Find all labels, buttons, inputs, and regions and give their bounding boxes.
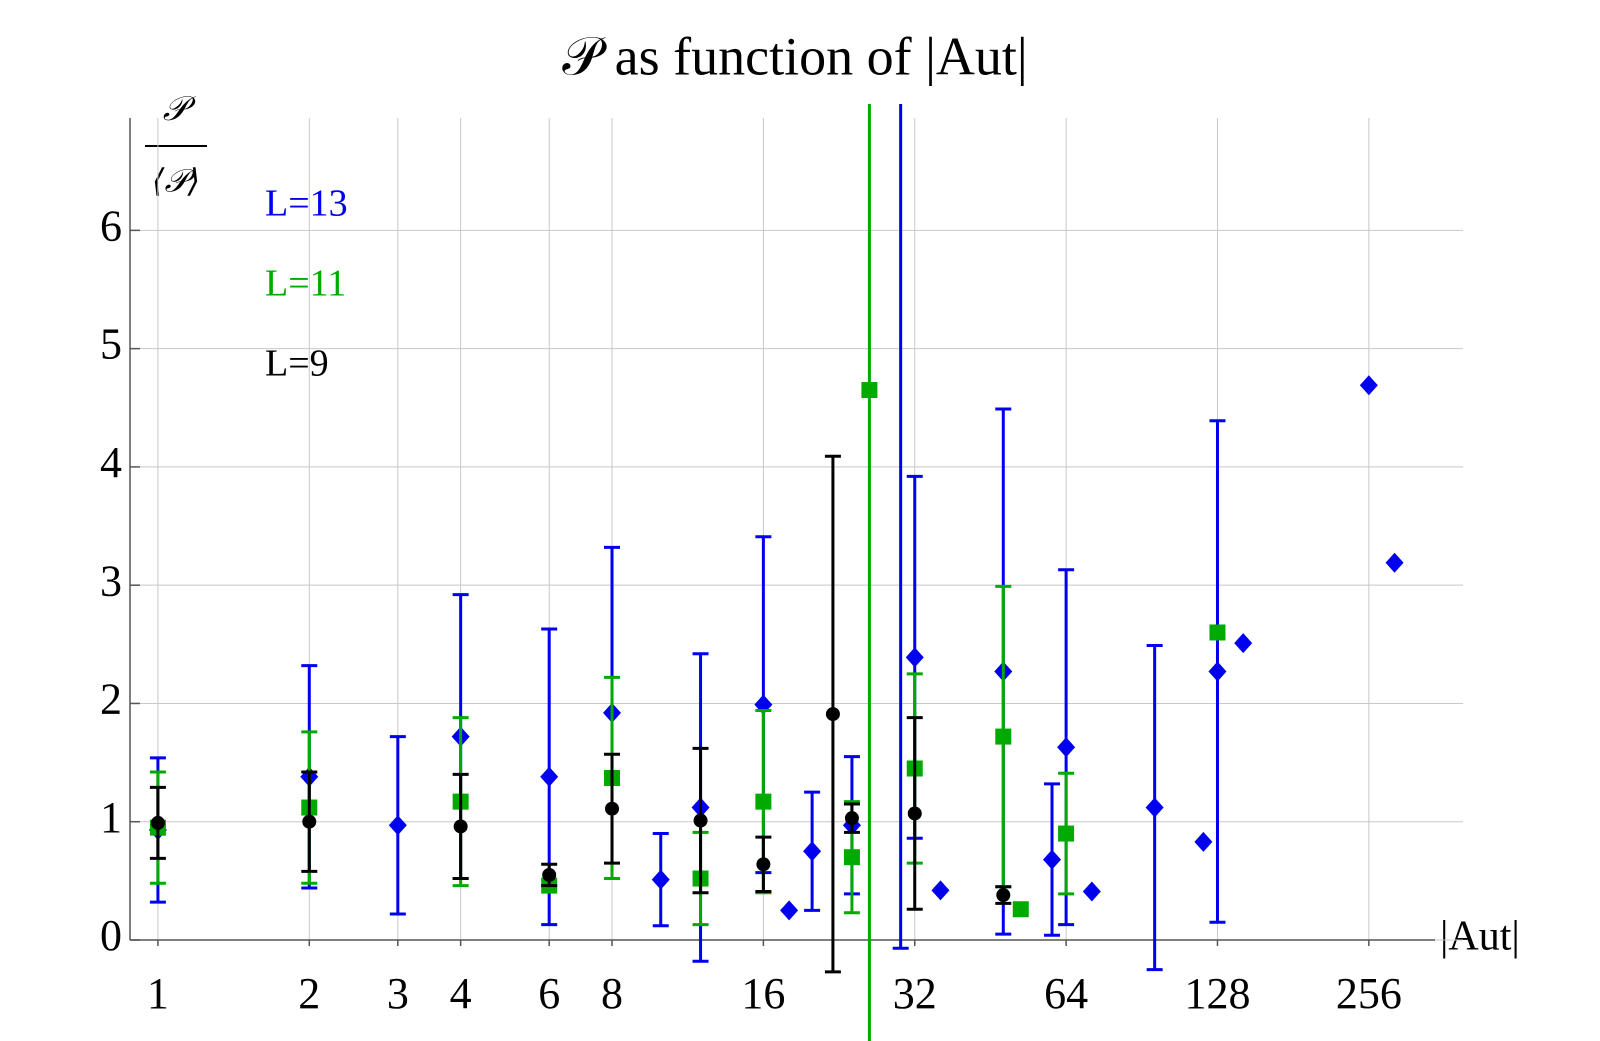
marker bbox=[1234, 633, 1253, 654]
marker bbox=[861, 382, 878, 399]
grid bbox=[129, 118, 1463, 946]
x-tick-label: 2 bbox=[298, 969, 320, 1018]
marker bbox=[907, 806, 922, 821]
marker bbox=[1208, 661, 1227, 682]
x-tick-label: 4 bbox=[450, 969, 472, 1018]
marker bbox=[542, 867, 557, 882]
x-tick-label: 6 bbox=[538, 969, 560, 1018]
y-tick-label: 2 bbox=[100, 675, 122, 724]
y-label-denominator: ⟨𝒫⟩ bbox=[152, 162, 200, 198]
x-tick-label: 16 bbox=[741, 969, 785, 1018]
x-tick-label: 32 bbox=[893, 969, 937, 1018]
marker bbox=[780, 900, 799, 921]
marker bbox=[1082, 881, 1101, 902]
plot-area bbox=[148, 104, 1404, 1041]
marker bbox=[931, 880, 950, 901]
error-bar bbox=[867, 104, 871, 1041]
y-tick-label: 5 bbox=[100, 320, 122, 369]
y-tick-label: 1 bbox=[100, 793, 122, 842]
marker bbox=[693, 813, 708, 828]
legend-entry: L=11 bbox=[265, 263, 346, 305]
marker bbox=[1057, 737, 1076, 758]
marker bbox=[995, 728, 1012, 745]
marker bbox=[453, 819, 468, 834]
x-label: |Aut| bbox=[1440, 914, 1520, 960]
marker bbox=[388, 815, 407, 836]
marker bbox=[756, 857, 771, 872]
marker bbox=[825, 707, 840, 722]
marker bbox=[1385, 552, 1404, 573]
y-tick-label: 4 bbox=[100, 438, 122, 487]
marker bbox=[302, 814, 317, 829]
marker bbox=[844, 811, 859, 826]
y-tick-label: 3 bbox=[100, 556, 122, 605]
marker bbox=[540, 766, 559, 787]
marker bbox=[1209, 624, 1226, 641]
marker bbox=[1359, 375, 1378, 396]
marker bbox=[803, 841, 822, 862]
marker bbox=[996, 888, 1011, 903]
legend-entry: L=13 bbox=[265, 183, 348, 225]
y-tick-label: 0 bbox=[100, 911, 122, 960]
marker bbox=[905, 647, 924, 668]
marker bbox=[1043, 849, 1062, 870]
marker bbox=[605, 801, 620, 816]
x-tick-label: 8 bbox=[601, 969, 623, 1018]
legend-entry: L=9 bbox=[265, 343, 329, 385]
marker bbox=[1012, 901, 1029, 918]
x-tick-label: 256 bbox=[1336, 969, 1402, 1018]
marker bbox=[755, 793, 772, 810]
marker bbox=[1145, 797, 1164, 818]
marker bbox=[843, 849, 860, 866]
x-tick-label: 1 bbox=[147, 969, 169, 1018]
x-tick-label: 3 bbox=[387, 969, 409, 1018]
x-tick-label: 128 bbox=[1184, 969, 1250, 1018]
x-tick-label: 64 bbox=[1044, 969, 1088, 1018]
marker bbox=[1194, 831, 1213, 852]
error-bar bbox=[892, 104, 909, 950]
y-label-numerator: 𝒫 bbox=[163, 91, 197, 128]
y-tick-label: 6 bbox=[100, 201, 122, 250]
chart-title: 𝒫 as function of |Aut| bbox=[562, 26, 1027, 86]
marker bbox=[1058, 825, 1075, 842]
marker bbox=[651, 869, 670, 890]
marker bbox=[150, 815, 165, 830]
